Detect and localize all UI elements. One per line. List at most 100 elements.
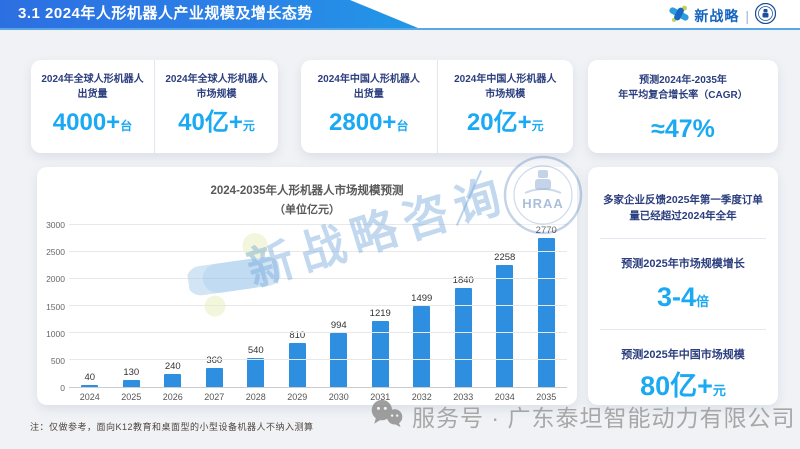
stat-label: 2024年全球人形机器人 市场规模: [165, 74, 268, 100]
gridline: [69, 332, 567, 333]
x-tick-label: 2025: [121, 392, 142, 402]
stat-value: 4000+台: [52, 109, 133, 136]
bar-value-label: 1840: [452, 274, 474, 286]
gridlines: 40 130 240 360 540 810 994 1219 1499 1840 2258 2770: [69, 224, 567, 388]
y-tick-label: 1000: [46, 328, 65, 339]
bar-value-label: 1219: [369, 308, 391, 320]
stat-label: 2024年中国人形机器人 市场规模: [454, 74, 557, 100]
gridline: [69, 251, 567, 252]
bar: [122, 379, 140, 387]
stat-china-shipments: 2024年中国人形机器人 出货量 2800+台: [301, 60, 438, 153]
bar-chart: 0 500 1000 1500 2000 2500 3000 40 130 240 360 540 8…: [43, 220, 567, 402]
footnote: 注：仅做参考，面向K12教育和桌面型的小型设备机器人不纳入测算: [30, 422, 314, 432]
brand-name: 新战略: [694, 8, 740, 24]
stat-label: 2024年中国人形机器人 出货量: [317, 74, 420, 100]
brand-logo-icon: [669, 4, 689, 29]
panel-divider: [600, 328, 766, 330]
association-badge-icon: [754, 2, 777, 29]
stat-value: 2800+台: [329, 109, 409, 136]
bar-value-label: 2258: [494, 252, 516, 264]
bar-value-label: 540: [247, 344, 264, 356]
gridline: [69, 224, 567, 225]
gridline: [69, 359, 567, 360]
growth-label: 预测2025年市场规模增长: [621, 257, 745, 270]
x-axis: 2024 2025 2026 2027 2028 2029 2030 2031 2032 2033…: [69, 388, 567, 402]
bar: [205, 367, 223, 387]
bar-column-2033: 1840: [443, 225, 485, 387]
plot-area: 40 130 240 360 540 810 994 1219 1499 1840 2258 2770…: [69, 224, 567, 402]
bars: 40 130 240 360 540 810 994 1219 1499 1840 2258 2770: [69, 225, 567, 387]
bar-value-label: 130: [123, 366, 140, 378]
bar-column-2024: 40: [69, 225, 111, 387]
x-tick-label: 2035: [536, 392, 557, 402]
stat-global-market-size: 2024年全球人形机器人 市场规模 40亿+元: [155, 60, 278, 153]
title-banner: [0, 0, 418, 28]
bar-value-label: 2770: [535, 225, 557, 236]
x-tick-label: 2024: [79, 392, 100, 402]
china-2025-value: 80亿+元: [640, 370, 726, 401]
cagr-value: ≈47%: [651, 115, 715, 143]
bar-value-label: 994: [330, 320, 347, 332]
y-tick-label: 0: [60, 383, 65, 393]
x-tick-label: 2034: [494, 392, 515, 402]
stat-china-market-size: 2024年中国人形机器人 市场规模 20亿+元: [438, 60, 574, 153]
y-tick-label: 3000: [46, 220, 65, 230]
bar-value-label: 1499: [411, 293, 433, 305]
x-tick-label: 2030: [328, 392, 349, 402]
chart-title: 2024-2035年人形机器人市场规模预测: [210, 185, 404, 197]
stat-global-shipments: 2024年全球人形机器人 出货量 4000+台: [31, 60, 155, 153]
x-tick-label: 2026: [162, 392, 183, 402]
bar: [164, 374, 182, 387]
x-tick-label: 2028: [245, 392, 266, 402]
bar: [288, 343, 306, 387]
bar-column-2027: 360: [194, 225, 236, 387]
bar: [81, 384, 99, 387]
gridline: [69, 305, 567, 306]
x-tick-label: 2029: [287, 392, 308, 402]
bar: [330, 333, 348, 387]
insight-panel: 多家企业反馈2025年第一季度订单量已经超过2024年全年 预测2025年市场规…: [588, 167, 778, 405]
stat-value: 20亿+元: [466, 109, 544, 136]
market-forecast-chart-card: 2024-2035年人形机器人市场规模预测 （单位亿元） 0 500 1000 150…: [37, 167, 577, 405]
gridline: [69, 278, 567, 279]
chart-subtitle: （单位亿元）: [274, 204, 340, 216]
bar-column-2031: 1219: [360, 225, 402, 387]
bar-column-2030: 994: [318, 225, 360, 387]
bar: [247, 357, 265, 387]
header-divider: [0, 28, 800, 30]
y-tick-label: 2500: [46, 247, 65, 258]
insight-note: 多家企业反馈2025年第一季度订单量已经超过2024年全年: [603, 194, 763, 223]
stat-value: 40亿+元: [178, 109, 255, 136]
cagr-label: 预测2024年-2035年 年平均复合增长率（CAGR）: [618, 75, 748, 101]
bar: [537, 238, 555, 387]
bar-value-label: 40: [84, 371, 96, 383]
bar-column-2029: 810: [277, 225, 319, 387]
bar-column-2025: 130: [111, 225, 153, 387]
bar: [496, 265, 514, 387]
y-axis: 0 500 1000 1500 2000 2500 3000: [43, 220, 69, 393]
bar-column-2035: 2770: [526, 225, 568, 387]
china-stats-card: 2024年中国人形机器人 出货量 2800+台 2024年中国人形机器人 市场规模 …: [301, 60, 573, 153]
bar-column-2032: 1499: [401, 225, 443, 387]
global-stats-card: 2024年全球人形机器人 出货量 4000+台 2024年全球人形机器人 市场规模 …: [31, 60, 278, 153]
brand-area: 新战略 |: [669, 2, 777, 29]
cagr-card: 预测2024年-2035年 年平均复合增长率（CAGR） ≈47%: [588, 60, 778, 153]
y-tick-label: 1500: [46, 301, 65, 312]
bar-column-2034: 2258: [484, 225, 526, 387]
y-tick-label: 2000: [46, 274, 65, 285]
y-tick-label: 500: [50, 355, 65, 366]
growth-value: 3-4倍: [656, 281, 710, 312]
bar-value-label: 240: [164, 361, 181, 373]
bar-value-label: 360: [206, 354, 223, 366]
bar: [454, 287, 472, 387]
bar: [371, 321, 389, 387]
brand-separator: |: [745, 8, 749, 24]
bar: [413, 306, 431, 387]
x-tick-label: 2031: [370, 392, 391, 402]
panel-divider: [600, 237, 766, 239]
page-title: 3.1 2024年人形机器人产业规模及增长态势: [18, 5, 313, 22]
bar-column-2026: 240: [152, 225, 194, 387]
bar-column-2028: 540: [235, 225, 277, 387]
bar-value-label: 810: [289, 330, 306, 342]
